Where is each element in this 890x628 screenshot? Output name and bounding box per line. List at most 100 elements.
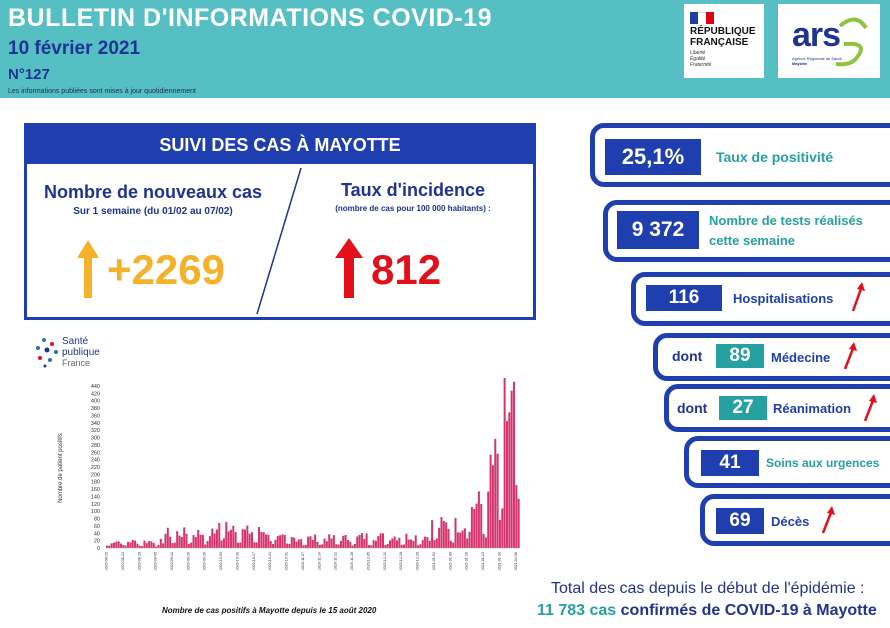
chart-bar xyxy=(505,421,508,548)
chart-bar xyxy=(501,508,504,548)
chart-bar xyxy=(337,544,340,548)
positivity-label: Taux de positivité xyxy=(716,149,834,165)
chart-bar xyxy=(466,538,469,548)
chart-bar xyxy=(141,546,144,548)
chart-bar xyxy=(220,540,223,548)
chart-bar xyxy=(346,539,349,548)
spf-line2: publique xyxy=(62,347,100,358)
arrow-up-orange-icon xyxy=(77,240,99,298)
chart-bar xyxy=(262,532,265,548)
chart-bar xyxy=(454,517,457,548)
y-tick-label: 0 xyxy=(97,546,100,552)
y-tick-label: 200 xyxy=(91,472,100,478)
incidence-value: 812 xyxy=(371,246,442,293)
chart-bar xyxy=(117,541,120,548)
y-tick-label: 80 xyxy=(94,517,100,523)
chart-bar xyxy=(393,536,396,548)
chart-bar xyxy=(482,533,485,548)
chart-bar xyxy=(475,503,478,548)
chart-bar xyxy=(487,491,490,548)
trend-up-reanimation-icon xyxy=(863,394,877,422)
chart-bar xyxy=(152,543,155,548)
chart-bar xyxy=(335,544,338,548)
x-tick-label: 2020-12-05 xyxy=(366,552,370,570)
chart-bar xyxy=(449,540,452,548)
ars-logo: ars Agence Régionale de Santé Mayotte xyxy=(778,4,880,78)
chart-bar xyxy=(124,545,127,548)
chart-bar xyxy=(286,543,289,548)
arrow-up-red-icon xyxy=(335,238,363,298)
chart-bar xyxy=(246,525,249,548)
chart-bar xyxy=(512,381,515,548)
chart-bar xyxy=(300,539,303,548)
chart-bar xyxy=(183,527,186,548)
chart-bar xyxy=(389,540,392,548)
chart-bar xyxy=(145,543,148,548)
chart-bar xyxy=(349,541,352,548)
chart-bar xyxy=(143,540,146,548)
chart-bar xyxy=(459,532,462,548)
chart-bar xyxy=(127,541,130,548)
spf-line3: France xyxy=(62,358,91,368)
x-tick-label: 2020-08-15 xyxy=(105,552,109,570)
chart-bar xyxy=(379,533,382,548)
chart-bar xyxy=(295,541,298,548)
chart-bar xyxy=(328,534,331,548)
chart-bar xyxy=(227,531,230,548)
x-tick-label: 2020-10-31 xyxy=(285,552,289,570)
x-tick-label: 2020-09-12 xyxy=(170,552,174,570)
spf-dots-icon xyxy=(36,338,58,368)
chart-bar xyxy=(414,535,417,548)
y-tick-label: 360 xyxy=(91,413,100,419)
chart-bar xyxy=(276,536,279,548)
chart-bar xyxy=(234,532,237,548)
chart-bar xyxy=(173,542,176,548)
urgences-value: 41 xyxy=(701,450,759,476)
chart-bar xyxy=(391,538,394,548)
chart-bar xyxy=(356,536,359,548)
chart-bar xyxy=(201,534,204,548)
y-tick-label: 20 xyxy=(94,539,100,545)
chart-bar xyxy=(370,545,373,548)
x-tick-label: 2020-11-21 xyxy=(334,552,338,570)
chart-bar xyxy=(417,545,420,548)
chart-bar xyxy=(255,542,258,548)
y-tick-label: 280 xyxy=(91,443,100,449)
chart-bar xyxy=(187,543,190,548)
positivity-card xyxy=(590,123,890,187)
medecine-label: Médecine xyxy=(771,350,831,365)
chart-bar xyxy=(248,533,251,548)
x-tick-label: 2020-10-17 xyxy=(252,552,256,570)
chart-bar xyxy=(194,537,197,548)
y-tick-label: 340 xyxy=(91,421,100,427)
y-tick-label: 180 xyxy=(91,480,100,486)
chart-bar xyxy=(297,539,300,548)
flag-red-icon xyxy=(706,12,714,24)
chart-bar xyxy=(122,545,125,548)
chart-bar xyxy=(367,544,370,548)
chart-bar xyxy=(496,453,499,548)
y-tick-label: 220 xyxy=(91,465,100,471)
chart-bar xyxy=(150,541,153,548)
new-cases-subtitle: Sur 1 semaine (du 01/02 au 07/02) xyxy=(73,206,233,217)
chart-bar xyxy=(134,540,137,548)
y-tick-label: 420 xyxy=(91,391,100,397)
chart-bar xyxy=(410,539,413,548)
chart-bar xyxy=(162,543,165,548)
chart-bar xyxy=(180,536,183,548)
suivi-panel: SUIVI DES CAS À MAYOTTE Nombre de nouvea… xyxy=(24,123,536,320)
total-line1: Total des cas depuis le début de l'épidé… xyxy=(551,580,865,597)
rf-logo-line1: RÉPUBLIQUE xyxy=(690,26,756,37)
hospital-label: Hospitalisations xyxy=(733,291,834,306)
chart-bar xyxy=(244,529,246,548)
chart-bar xyxy=(260,532,263,548)
x-tick-label: 2020-12-12 xyxy=(383,552,387,570)
chart-bar xyxy=(239,542,242,548)
rf-motto1: Liberté xyxy=(690,50,706,56)
reanimation-label: Réanimation xyxy=(773,401,852,416)
chart-bar xyxy=(129,542,132,548)
divider-line xyxy=(256,167,302,315)
chart-bar xyxy=(283,534,286,548)
chart-bar xyxy=(412,540,415,548)
chart-bar xyxy=(120,543,123,548)
